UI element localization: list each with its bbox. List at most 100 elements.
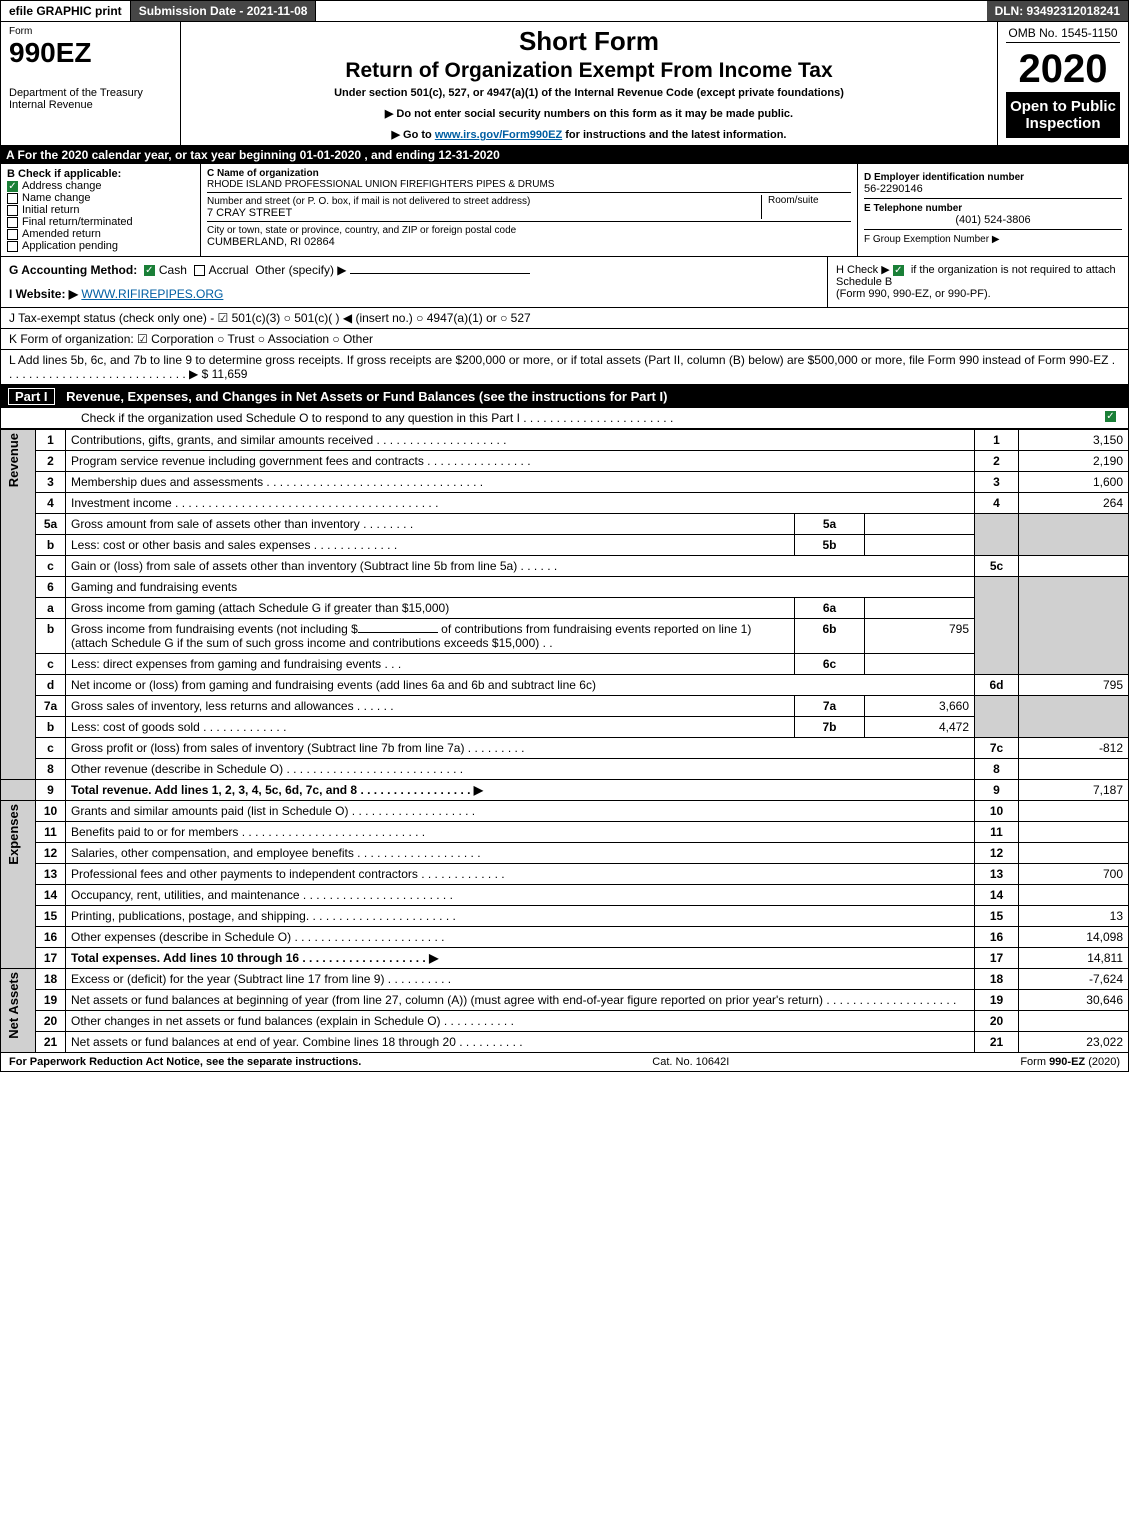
- chk-part1-sched-o[interactable]: [1105, 411, 1116, 422]
- chk-accrual[interactable]: [194, 265, 205, 276]
- row-box: 16: [975, 927, 1019, 948]
- chk-cash[interactable]: [144, 265, 155, 276]
- section-def: D Employer identification number 56-2290…: [858, 164, 1128, 256]
- line-l: L Add lines 5b, 6c, and 7b to line 9 to …: [0, 350, 1129, 385]
- table-row: cGain or (loss) from sale of assets othe…: [1, 556, 1129, 577]
- dept-treasury: Department of the Treasury: [9, 87, 172, 99]
- row-num: b: [36, 619, 66, 654]
- row-num: 16: [36, 927, 66, 948]
- section-bcdef: B Check if applicable: Address change Na…: [0, 164, 1129, 257]
- row-num: b: [36, 717, 66, 738]
- row-box: 6d: [975, 675, 1019, 696]
- row-num: 17: [36, 948, 66, 969]
- row-num: 3: [36, 472, 66, 493]
- chk-initial-return[interactable]: [7, 205, 18, 216]
- row-desc: Gross sales of inventory, less returns a…: [66, 696, 795, 717]
- row-desc: Other changes in net assets or fund bala…: [66, 1011, 975, 1032]
- row-amt: [1019, 759, 1129, 780]
- chk-address-change[interactable]: [7, 181, 18, 192]
- total-revenue-desc: Total revenue. Add lines 1, 2, 3, 4, 5c,…: [71, 783, 483, 797]
- chk-label-3: Final return/terminated: [22, 216, 133, 228]
- row-box: 18: [975, 969, 1019, 990]
- row-amt: [1019, 801, 1129, 822]
- row-amt: 30,646: [1019, 990, 1129, 1011]
- form-label: Form: [9, 26, 172, 37]
- row-desc: Grants and similar amounts paid (list in…: [66, 801, 975, 822]
- row-desc: Other expenses (describe in Schedule O) …: [66, 927, 975, 948]
- row-box: 8: [975, 759, 1019, 780]
- row-box: 3: [975, 472, 1019, 493]
- section-c: C Name of organization RHODE ISLAND PROF…: [201, 164, 858, 256]
- row-box: 10: [975, 801, 1019, 822]
- row-desc: Less: cost or other basis and sales expe…: [66, 535, 795, 556]
- row-amt: [1019, 822, 1129, 843]
- row-desc: Other revenue (describe in Schedule O) .…: [66, 759, 975, 780]
- row-amt: 14,098: [1019, 927, 1129, 948]
- row-num: 1: [36, 430, 66, 451]
- row-num: 15: [36, 906, 66, 927]
- irs-link[interactable]: www.irs.gov/Form990EZ: [435, 129, 562, 141]
- arrow2-post: for instructions and the latest informat…: [562, 129, 786, 141]
- row-amt: 7,187: [1019, 780, 1129, 801]
- line-k: K Form of organization: ☑ Corporation ○ …: [0, 329, 1129, 350]
- row-amt: 264: [1019, 493, 1129, 514]
- city: CUMBERLAND, RI 02864: [207, 236, 851, 248]
- row-num: 10: [36, 801, 66, 822]
- line-l-text: L Add lines 5b, 6c, and 7b to line 9 to …: [9, 353, 1115, 381]
- chk-h[interactable]: [893, 265, 904, 276]
- row-num: d: [36, 675, 66, 696]
- chk-final-return[interactable]: [7, 217, 18, 228]
- topbar-spacer: [316, 1, 986, 21]
- row-box: 15: [975, 906, 1019, 927]
- row-amt: [1019, 843, 1129, 864]
- section-b-checks: B Check if applicable: Address change Na…: [1, 164, 201, 256]
- row-desc: Less: direct expenses from gaming and fu…: [66, 654, 795, 675]
- website-link[interactable]: WWW.RIFIREPIPES.ORG: [81, 287, 223, 301]
- row-desc: Net assets or fund balances at end of ye…: [66, 1032, 975, 1053]
- table-row: 5aGross amount from sale of assets other…: [1, 514, 1129, 535]
- inner-box: 6a: [795, 598, 865, 619]
- room-label: Room/suite: [761, 195, 851, 219]
- table-row: bLess: cost or other basis and sales exp…: [1, 535, 1129, 556]
- row-desc: Professional fees and other payments to …: [66, 864, 975, 885]
- omb-number: OMB No. 1545-1150: [1006, 26, 1120, 43]
- line-l-amt: $ 11,659: [202, 367, 248, 381]
- row-desc: Occupancy, rent, utilities, and maintena…: [66, 885, 975, 906]
- ein: 56-2290146: [864, 183, 923, 195]
- row-box: 2: [975, 451, 1019, 472]
- chk-amended-return[interactable]: [7, 229, 18, 240]
- row-box: 17: [975, 948, 1019, 969]
- arrow2: ▶ Go to www.irs.gov/Form990EZ for instru…: [189, 128, 989, 141]
- footer-left: For Paperwork Reduction Act Notice, see …: [9, 1056, 361, 1068]
- row-num: 9: [36, 780, 66, 801]
- chk-application-pending[interactable]: [7, 241, 18, 252]
- efile-print[interactable]: efile GRAPHIC print: [1, 1, 131, 21]
- chk-label-1: Name change: [22, 192, 91, 204]
- g-other: Other (specify) ▶: [255, 263, 346, 277]
- grey-cell: [1019, 696, 1129, 738]
- table-row: 19Net assets or fund balances at beginni…: [1, 990, 1129, 1011]
- irs-label: Internal Revenue: [9, 99, 172, 111]
- inner-val: 795: [865, 619, 975, 654]
- row-desc: Membership dues and assessments . . . . …: [66, 472, 975, 493]
- inner-box: 6c: [795, 654, 865, 675]
- revenue-vlabel: Revenue: [6, 433, 30, 487]
- g-label: G Accounting Method:: [9, 263, 137, 277]
- row-desc: Gain or (loss) from sale of assets other…: [66, 556, 975, 577]
- row-desc: Printing, publications, postage, and shi…: [66, 906, 975, 927]
- footer-right: Form 990-EZ (2020): [1020, 1056, 1120, 1068]
- section-b-label: B Check if applicable:: [7, 168, 194, 180]
- row-num: 6: [36, 577, 66, 598]
- row-desc: Total revenue. Add lines 1, 2, 3, 4, 5c,…: [66, 780, 975, 801]
- row-num: 2: [36, 451, 66, 472]
- table-row: Net Assets 18Excess or (deficit) for the…: [1, 969, 1129, 990]
- inner-val: [865, 654, 975, 675]
- row-num: 7a: [36, 696, 66, 717]
- chk-name-change[interactable]: [7, 193, 18, 204]
- row-num: 20: [36, 1011, 66, 1032]
- table-row: bGross income from fundraising events (n…: [1, 619, 1129, 654]
- i-label: I Website: ▶: [9, 287, 78, 301]
- table-row: 12Salaries, other compensation, and empl…: [1, 843, 1129, 864]
- row-num: 14: [36, 885, 66, 906]
- footer-right-b: 990-EZ: [1049, 1056, 1085, 1068]
